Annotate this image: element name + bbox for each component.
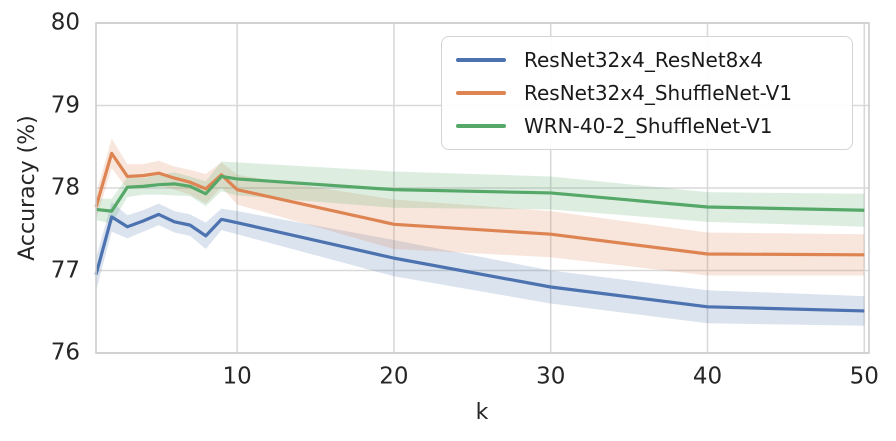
legend-item: ResNet32x4_ResNet8x4 <box>448 48 846 72</box>
legend-item: WRN-40-2_ShuffleNet-V1 <box>448 114 846 138</box>
y-tick-label-80: 80 <box>50 9 80 36</box>
legend-line-swatch-icon <box>456 58 506 62</box>
confidence-band-WRN-40-2_ShuffleNet-V1 <box>96 161 865 227</box>
y-tick-label-79: 79 <box>50 92 80 118</box>
legend-item-label: ResNet32x4_ShuffleNet-V1 <box>524 81 793 105</box>
confidence-band-ResNet32x4_ShuffleNet-V1 <box>96 138 865 276</box>
legend-item-label: ResNet32x4_ResNet8x4 <box>524 48 763 72</box>
y-tick-label-76: 76 <box>50 339 80 366</box>
legend-line-swatch-icon <box>456 91 506 95</box>
x-tick-label-10: 10 <box>222 363 252 390</box>
x-tick-label-40: 40 <box>692 363 723 390</box>
y-tick-label-77: 77 <box>50 257 80 283</box>
y-tick-label-78: 78 <box>50 174 80 201</box>
plot-border <box>95 22 870 354</box>
legend-line-swatch-icon <box>456 124 506 128</box>
series-line-ResNet32x4_ResNet8x4 <box>94 212 865 313</box>
legend: ResNet32x4_ResNet8x4 ResNet32x4_ShuffleN… <box>441 36 853 150</box>
x-tick-label-20: 20 <box>379 363 409 390</box>
x-axis-label: k <box>475 400 489 425</box>
legend-item: ResNet32x4_ShuffleNet-V1 <box>448 81 846 105</box>
series-line-WRN-40-2_ShuffleNet-V1 <box>95 174 865 213</box>
x-tick-label-30: 30 <box>536 363 566 390</box>
legend-item-label: WRN-40-2_ShuffleNet-V1 <box>524 114 773 138</box>
series-line-ResNet32x4_ShuffleNet-V1 <box>94 151 865 257</box>
x-tick-label-50: 50 <box>849 363 879 390</box>
